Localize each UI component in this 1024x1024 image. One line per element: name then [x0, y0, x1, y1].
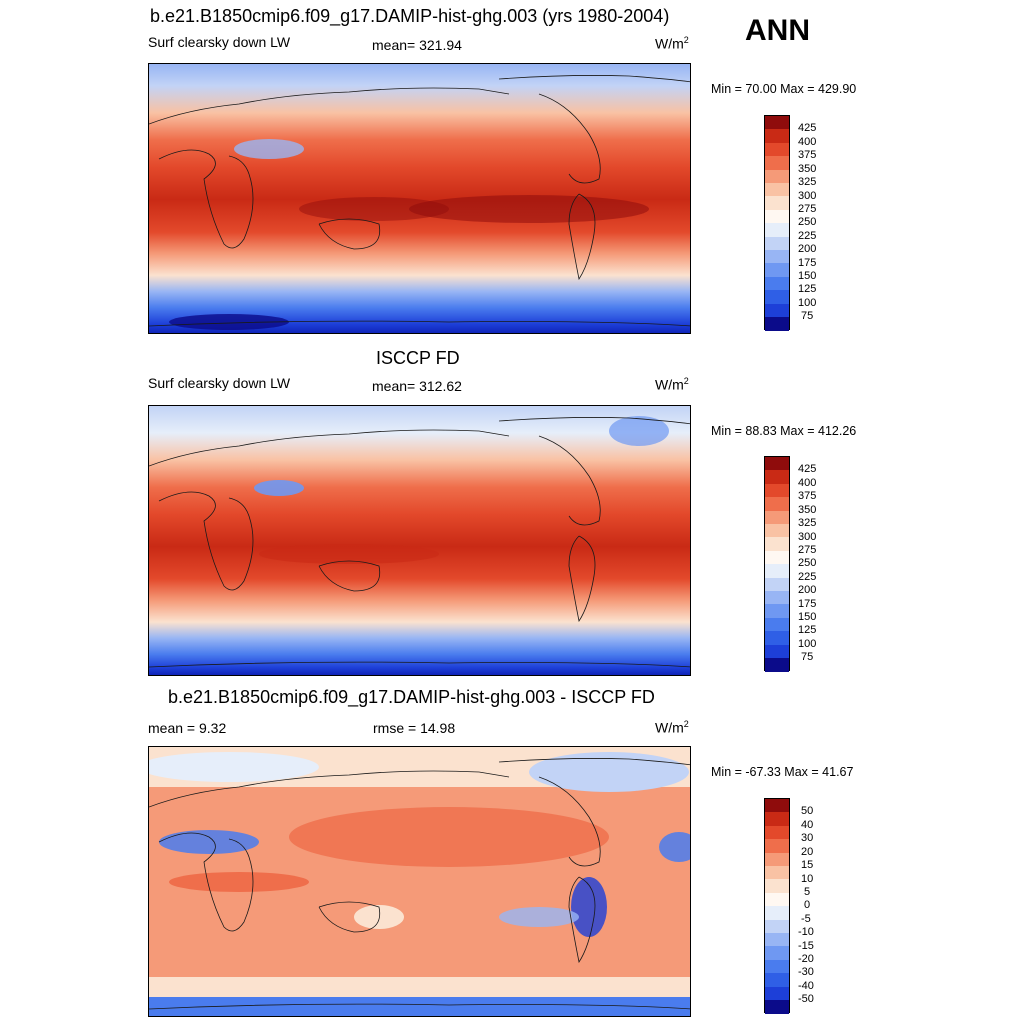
- panel3-coastlines: [149, 758, 690, 1010]
- colorbar-tick: 300: [798, 190, 817, 202]
- panel1-mean-label: mean= 321.94: [372, 37, 462, 53]
- colorbar-tick: 50: [801, 805, 814, 817]
- panel1-variable-label: Surf clearsky down LW: [148, 34, 291, 50]
- colorbar-tick: 150: [798, 611, 817, 623]
- colorbar-tick: 0: [804, 899, 811, 911]
- panel3-title: b.e21.B1850cmip6.f09_g17.DAMIP-hist-ghg.…: [168, 687, 655, 707]
- colorbar-tick: 200: [798, 584, 817, 596]
- colorbar-tick: 325: [798, 176, 817, 188]
- colorbar-tick: 375: [798, 490, 817, 502]
- colorbar-tick: 10: [801, 873, 814, 885]
- colorbar-tick: 5: [804, 886, 811, 898]
- colorbar-tick: 100: [798, 638, 817, 650]
- colorbar-tick: -30: [798, 966, 814, 978]
- panel3-minmax: Min = -67.33 Max = 41.67: [711, 765, 854, 779]
- panel1-colorbar: [764, 115, 790, 331]
- colorbar-tick: 200: [798, 243, 817, 255]
- panel2-coastlines: [149, 417, 690, 668]
- panel1-map: [148, 63, 691, 334]
- colorbar-tick: 275: [798, 544, 817, 556]
- panel2-map: [148, 405, 691, 676]
- colorbar-tick: 30: [801, 832, 814, 844]
- colorbar-tick: 15: [801, 859, 814, 871]
- panel1-map-svg: [149, 64, 690, 333]
- panel1-coastlines: [149, 75, 690, 327]
- colorbar-tick: 375: [798, 149, 817, 161]
- colorbar-tick: 425: [798, 463, 817, 475]
- panel2-map-svg: [149, 406, 690, 675]
- colorbar-tick: -10: [798, 926, 814, 938]
- colorbar-tick: 100: [798, 297, 817, 309]
- colorbar-tick: 350: [798, 504, 817, 516]
- panel1-title: b.e21.B1850cmip6.f09_g17.DAMIP-hist-ghg.…: [150, 6, 670, 26]
- colorbar-tick: 425: [798, 122, 817, 134]
- colorbar-tick: -50: [798, 993, 814, 1005]
- colorbar-tick: -20: [798, 953, 814, 965]
- panel2-title: ISCCP FD: [376, 348, 460, 368]
- colorbar-tick: 125: [798, 624, 817, 636]
- colorbar-tick: 150: [798, 270, 817, 282]
- colorbar-tick: -5: [801, 913, 811, 925]
- colorbar-tick: 225: [798, 230, 817, 242]
- colorbar-tick: 20: [801, 846, 814, 858]
- colorbar-tick: 350: [798, 163, 817, 175]
- panel2-minmax: Min = 88.83 Max = 412.26: [711, 424, 857, 438]
- colorbar-tick: 40: [801, 819, 814, 831]
- panel3-units: W/m2: [655, 719, 689, 736]
- colorbar-tick: 125: [798, 283, 817, 295]
- colorbar-tick: 250: [798, 216, 817, 228]
- colorbar-tick: 400: [798, 477, 817, 489]
- colorbar-tick: -40: [798, 980, 814, 992]
- panel3-map-svg: [149, 747, 690, 1016]
- colorbar-tick: 325: [798, 517, 817, 529]
- colorbar-tick: 250: [798, 557, 817, 569]
- season-label: ANN: [745, 14, 810, 47]
- panel1-units: W/m2: [655, 35, 689, 52]
- colorbar-tick: 175: [798, 598, 817, 610]
- panel1-minmax: Min = 70.00 Max = 429.90: [711, 82, 857, 96]
- panel2-variable-label: Surf clearsky down LW: [148, 375, 291, 391]
- colorbar-tick: 225: [798, 571, 817, 583]
- panel3-map: [148, 746, 691, 1017]
- colorbar-tick: -15: [798, 940, 814, 952]
- panel3-colorbar: [764, 798, 790, 1014]
- panel2-units: W/m2: [655, 376, 689, 393]
- colorbar-tick: 275: [798, 203, 817, 215]
- colorbar-tick: 400: [798, 136, 817, 148]
- panel3-rmse-label: rmse = 14.98: [373, 720, 456, 736]
- colorbar-tick: 75: [801, 310, 814, 322]
- colorbar-tick: 175: [798, 257, 817, 269]
- panel2-colorbar: [764, 456, 790, 672]
- panel3-mean-label: mean = 9.32: [148, 720, 227, 736]
- colorbar-tick: 300: [798, 531, 817, 543]
- panel2-mean-label: mean= 312.62: [372, 378, 462, 394]
- colorbar-tick: 75: [801, 651, 814, 663]
